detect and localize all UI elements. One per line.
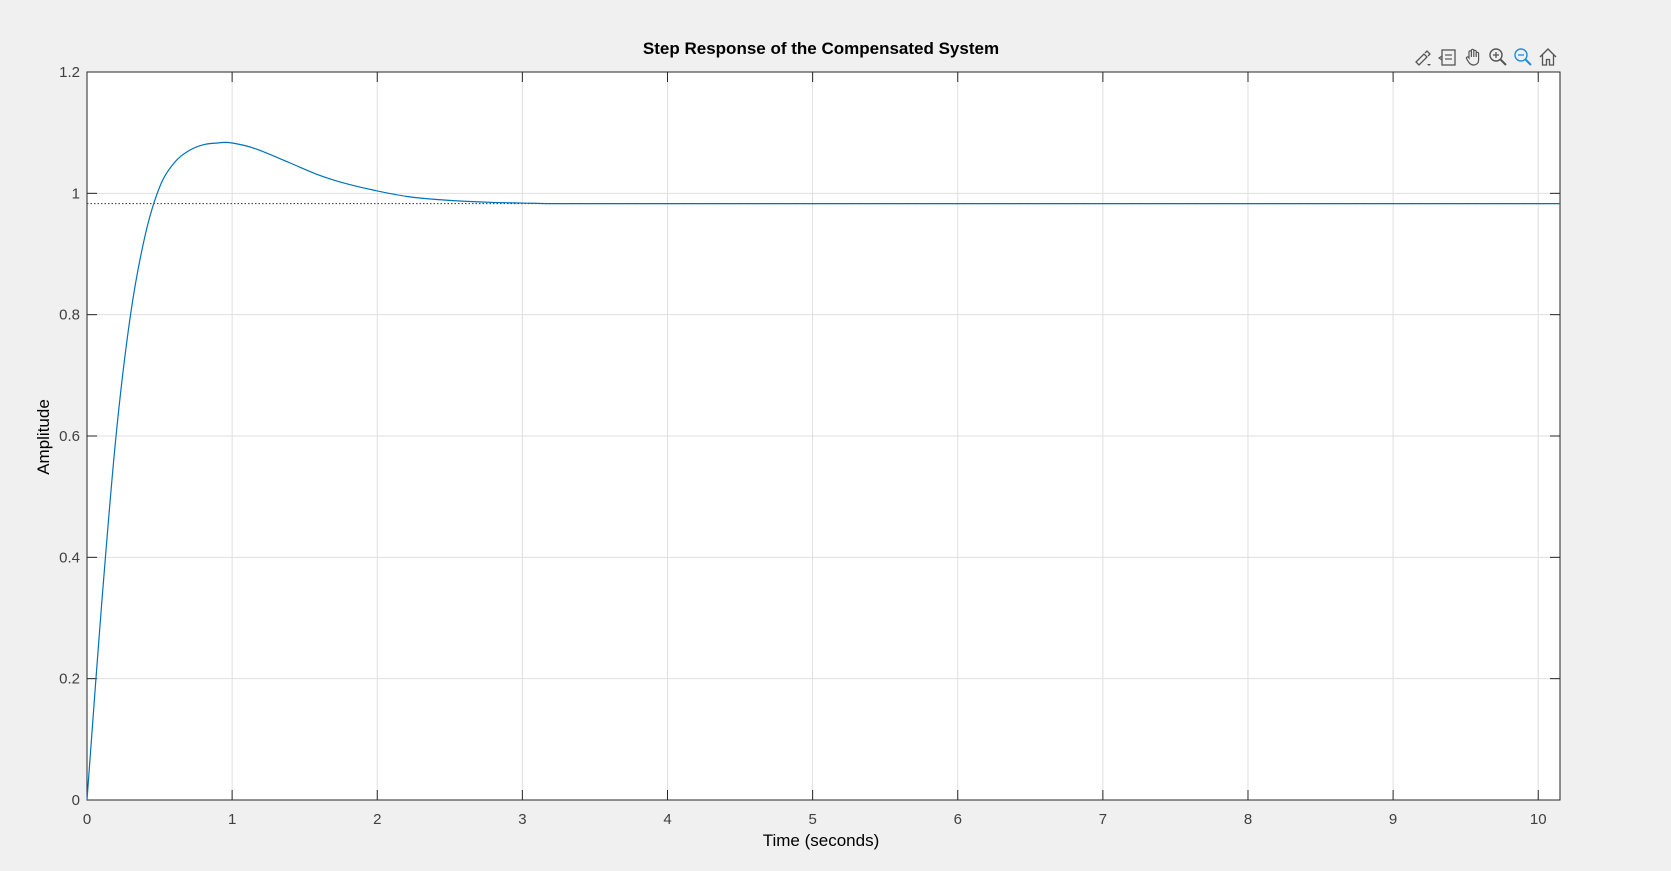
y-tick-labels: 0 0.2 0.4 0.6 0.8 1 1.2 bbox=[59, 64, 80, 809]
y-axis-label: Amplitude bbox=[34, 399, 53, 475]
zoom-out-button[interactable] bbox=[1511, 46, 1534, 69]
x-tick-label: 8 bbox=[1244, 811, 1252, 828]
grid-lines bbox=[86, 71, 1560, 801]
x-tick-label: 0 bbox=[83, 811, 91, 828]
x-tick-labels: 0 1 2 3 4 5 6 7 8 9 10 bbox=[83, 811, 1547, 828]
y-tick-label: 0.4 bbox=[59, 549, 80, 566]
restore-view-button[interactable] bbox=[1536, 46, 1559, 69]
x-axis-label: Time (seconds) bbox=[763, 831, 880, 850]
x-tick-label: 10 bbox=[1530, 811, 1547, 828]
pan-hand-icon bbox=[1465, 48, 1479, 66]
chart-title: Step Response of the Compensated System bbox=[643, 39, 999, 58]
x-tick-label: 7 bbox=[1099, 811, 1107, 828]
brush-icon bbox=[1414, 50, 1431, 66]
x-tick-label: 4 bbox=[663, 811, 671, 828]
x-tick-label: 2 bbox=[373, 811, 381, 828]
brush-button[interactable] bbox=[1411, 46, 1434, 69]
zoom-in-button[interactable] bbox=[1486, 46, 1509, 69]
x-tick-label: 5 bbox=[808, 811, 816, 828]
zoom-in-icon bbox=[1488, 48, 1507, 66]
home-icon bbox=[1539, 48, 1556, 66]
y-tick-label: 0.6 bbox=[59, 428, 80, 445]
x-tick-label: 6 bbox=[954, 811, 962, 828]
x-tick-label: 1 bbox=[228, 811, 236, 828]
x-tick-label: 9 bbox=[1389, 811, 1397, 828]
pan-button[interactable] bbox=[1461, 46, 1484, 69]
axes-toolbar bbox=[1411, 44, 1559, 70]
x-tick-label: 3 bbox=[518, 811, 526, 828]
zoom-out-icon bbox=[1513, 48, 1532, 66]
datatip-button[interactable] bbox=[1436, 46, 1459, 69]
y-tick-label: 0.2 bbox=[59, 671, 80, 688]
datatip-icon bbox=[1437, 49, 1456, 66]
y-tick-label: 1 bbox=[72, 185, 80, 202]
y-tick-label: 1.2 bbox=[59, 64, 80, 81]
series-line-step-response[interactable] bbox=[86, 141, 1560, 801]
y-tick-label: 0.8 bbox=[59, 307, 80, 324]
y-tick-label: 0 bbox=[72, 792, 80, 809]
plot-frame bbox=[86, 71, 1561, 801]
